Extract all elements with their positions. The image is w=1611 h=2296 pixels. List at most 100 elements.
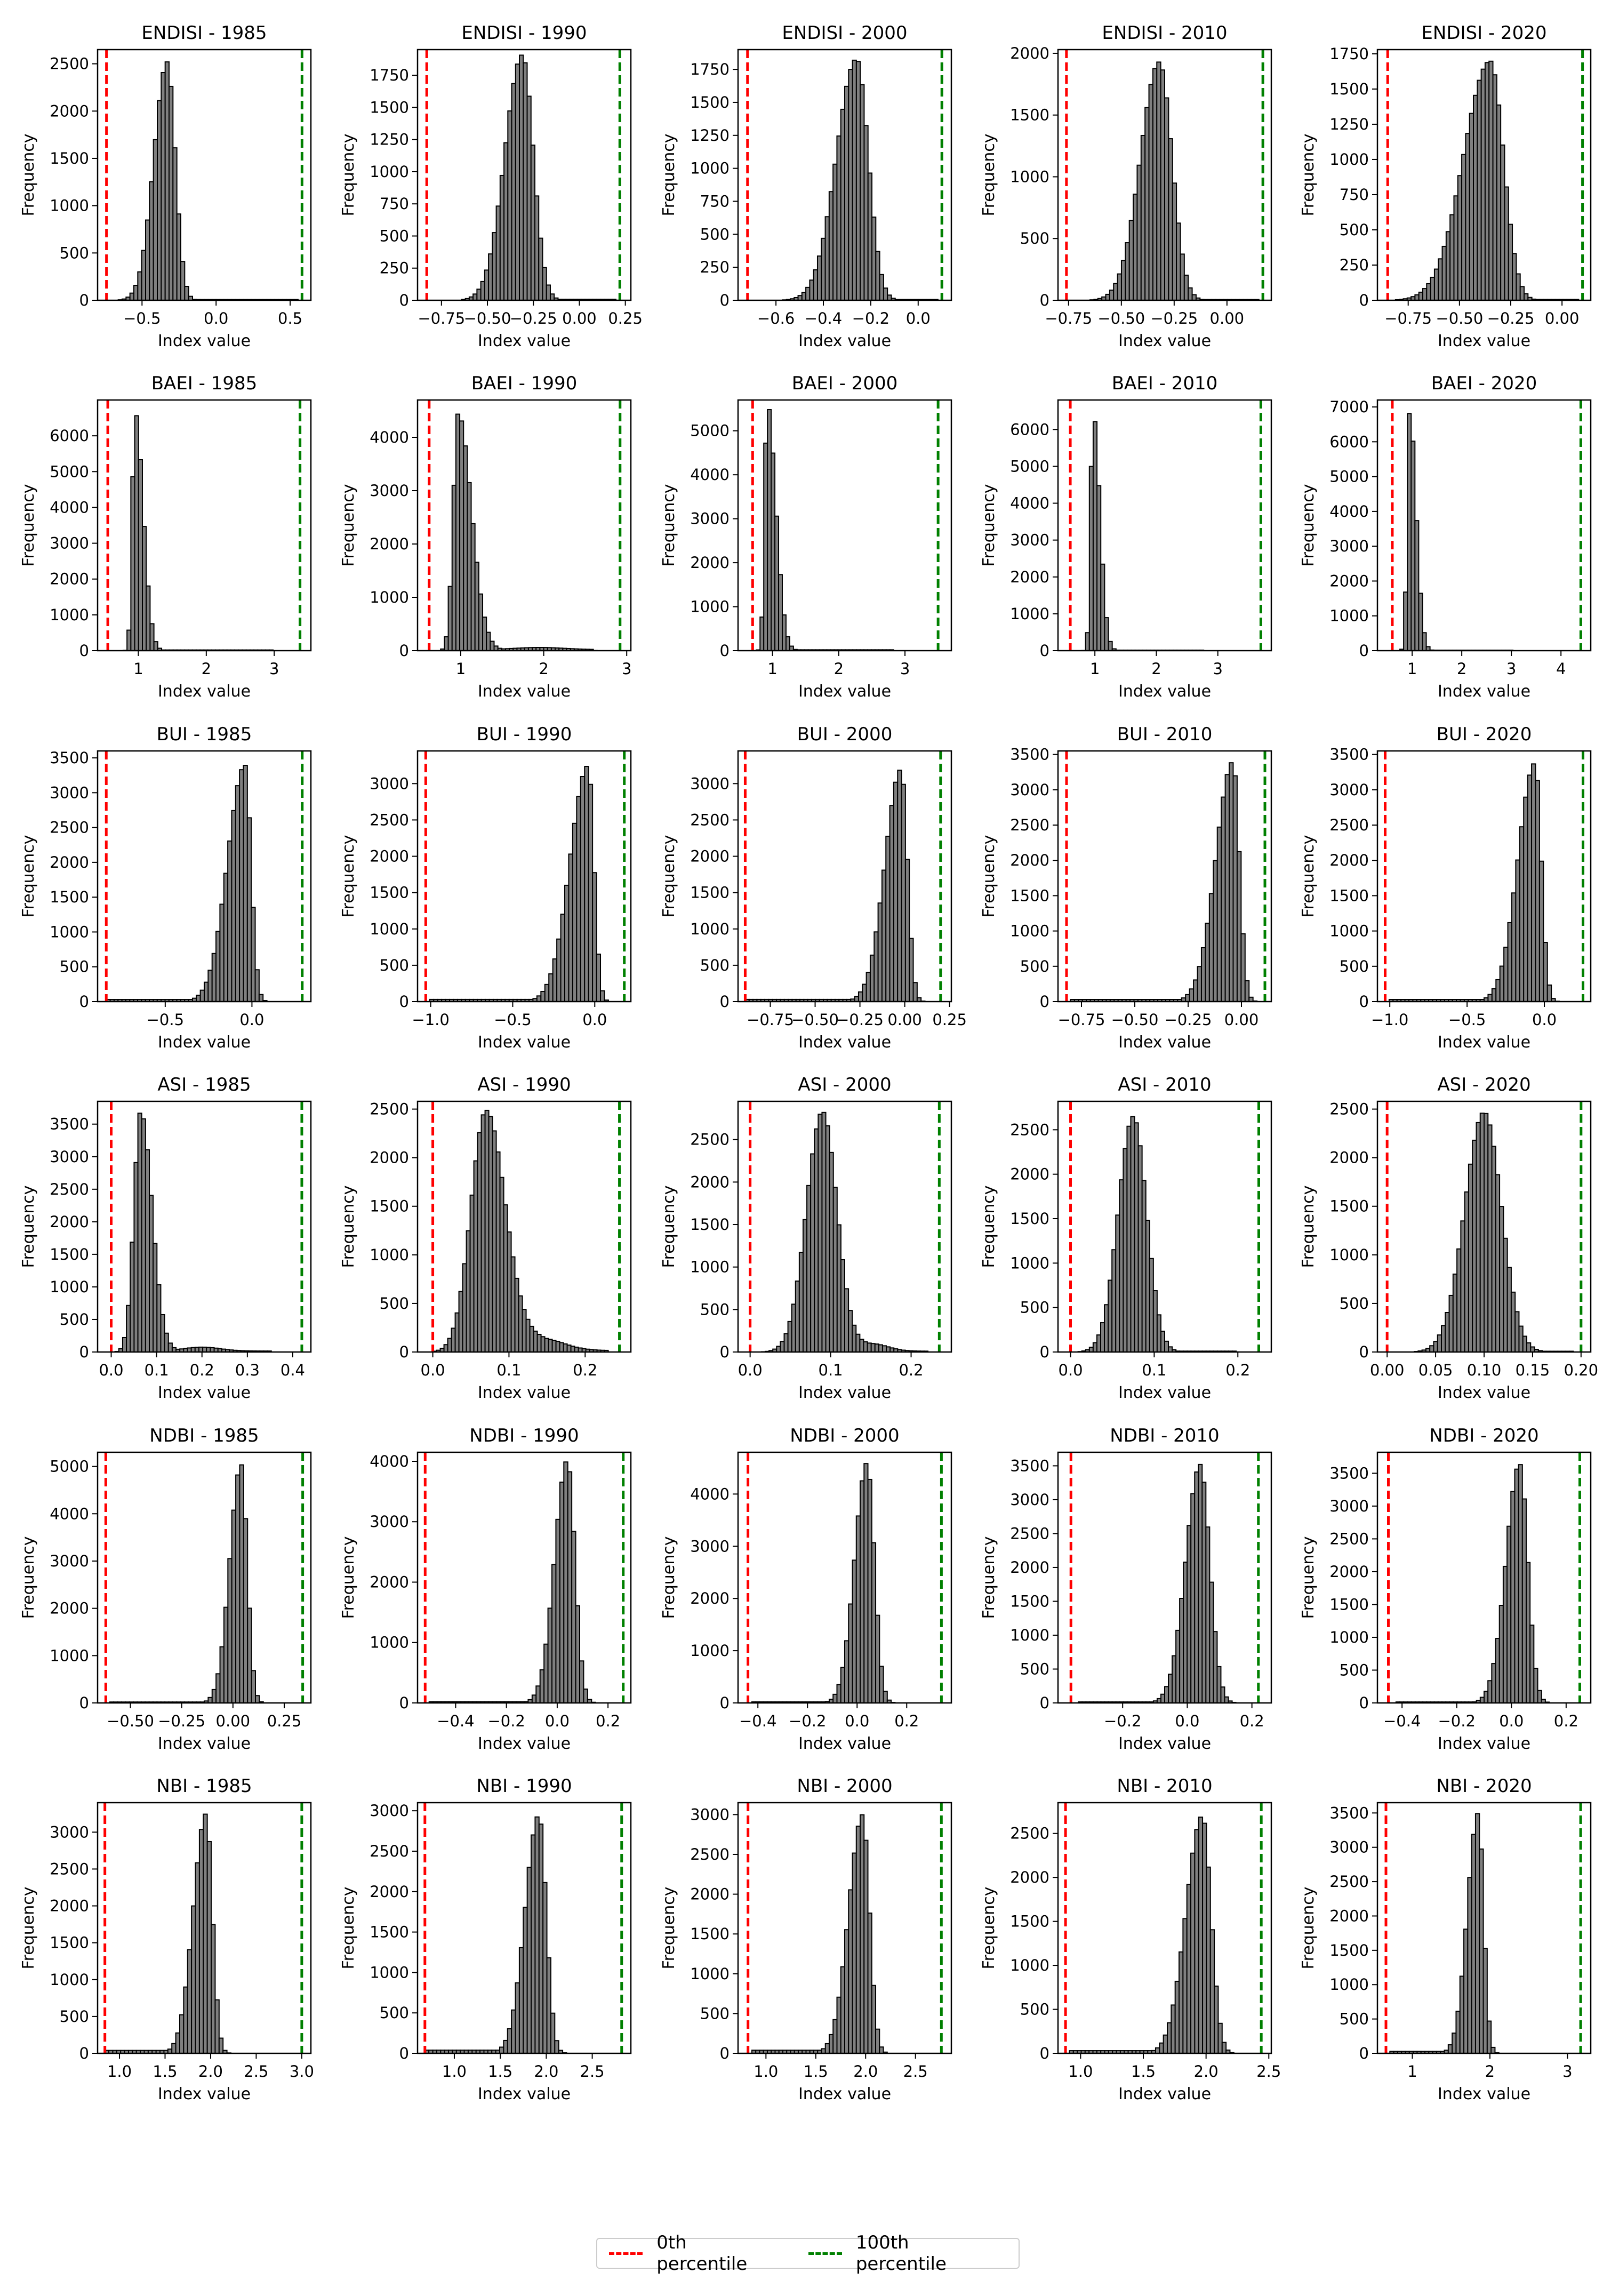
histogram-bar: [1471, 1834, 1476, 2054]
histogram-bar: [227, 1558, 233, 1703]
x-tick-label: 1.0: [107, 2062, 132, 2081]
panel-title: ENDISI - 1990: [461, 22, 587, 44]
histogram-bar: [555, 1518, 560, 1704]
histogram-bar: [789, 645, 794, 652]
panel-title: ASI - 1990: [477, 1074, 571, 1095]
histogram-bar: [564, 884, 570, 1002]
histogram-bar: [492, 1130, 497, 1353]
histogram-bar: [1452, 1273, 1458, 1353]
histogram-bar: [514, 1277, 519, 1353]
histogram-bar: [1115, 1214, 1120, 1353]
histogram-bar: [1488, 60, 1494, 301]
y-tick-label: 1000: [1010, 1956, 1049, 1974]
y-tick-label: 1500: [50, 888, 89, 906]
histogram-bar: [1220, 1686, 1225, 1704]
histogram-bar: [863, 1839, 869, 2054]
x-tick-label: 0.15: [1516, 1361, 1550, 1379]
x-tick-label: 0.25: [932, 1011, 967, 1029]
y-tick-label: 3000: [370, 482, 409, 500]
histogram-bar: [560, 914, 565, 1003]
histogram-bar: [503, 1204, 508, 1353]
histogram-bar: [887, 294, 892, 301]
x-tick-label: 2: [539, 660, 548, 678]
histogram-bar: [499, 2046, 504, 2054]
histogram-bar: [510, 1256, 516, 1353]
histogram-bar: [563, 1461, 568, 1704]
histogram-bar: [551, 1339, 557, 1353]
histogram-bar: [566, 1345, 572, 1353]
histogram-bar: [515, 1982, 520, 2054]
histogram-bar: [1213, 1631, 1218, 1704]
y-tick-label: 0: [720, 1694, 730, 1712]
histogram-bar: [1537, 1690, 1542, 1704]
plot-frame: [97, 49, 312, 301]
y-axis-label: Frequency: [660, 484, 678, 567]
histogram-bar: [814, 1128, 819, 1353]
y-tick-label: 2500: [370, 1842, 409, 1860]
x-tick-label: 0.00: [562, 309, 597, 327]
histogram-bar: [862, 983, 867, 1003]
x-tick-label: 0.00: [1370, 1361, 1405, 1379]
histogram-bar: [171, 2043, 177, 2054]
histogram-bar: [482, 617, 487, 651]
x-tick-label: 1.0: [1068, 2062, 1093, 2081]
histogram-bar: [881, 869, 887, 1002]
histogram-bar: [543, 1643, 549, 1703]
histogram-bar: [447, 586, 453, 652]
y-tick-label: 0: [399, 1343, 409, 1361]
histogram-bar: [1236, 851, 1242, 1002]
x-tick-label: 0.1: [819, 1361, 843, 1379]
y-tick-label: 1000: [50, 923, 89, 941]
x-tick-label: 1: [1090, 660, 1100, 678]
y-tick-label: 2500: [50, 1180, 89, 1198]
histogram-bar: [832, 2019, 838, 2054]
histogram-bar: [470, 523, 476, 651]
histogram-bar: [1503, 947, 1509, 1003]
plot-frame: [97, 1100, 312, 1353]
histogram-bar: [859, 1339, 864, 1353]
histogram-bar: [904, 859, 910, 1002]
x-tick-label: −0.50: [1436, 309, 1483, 327]
histogram-bar: [251, 1670, 257, 1704]
histogram-bar: [207, 970, 213, 1003]
histogram-bar: [1531, 763, 1536, 1003]
histogram-bar: [523, 62, 528, 301]
histogram-panel: −0.2 0.0 0.2 0 500 1000 1500 2000 2500 3000 3500 ND…: [980, 1425, 1272, 1753]
x-tick-label: 2.5: [580, 2062, 605, 2081]
histogram-bar: [832, 163, 838, 301]
histogram-bar: [568, 853, 573, 1002]
y-tick-label: 2500: [1010, 1524, 1049, 1542]
histogram-bar: [1105, 293, 1110, 301]
x-tick-label: 1.0: [754, 2062, 778, 2081]
histogram-bar: [1480, 68, 1486, 301]
histogram-bar: [576, 796, 581, 1003]
histogram-bar: [443, 1344, 448, 1353]
y-tick-label: 3000: [50, 534, 89, 553]
y-tick-label: 1500: [50, 1245, 89, 1263]
x-tick-label: 0.05: [1418, 1361, 1453, 1379]
panel-title: NBI - 1990: [476, 1775, 572, 1797]
y-tick-label: 2500: [690, 1845, 730, 1863]
histogram-bar: [473, 1160, 478, 1353]
x-tick-label: −0.2: [1104, 1712, 1141, 1730]
histogram-bar: [511, 83, 516, 301]
x-tick-label: 0.2: [1225, 1361, 1250, 1379]
histogram-bar: [211, 1689, 217, 1703]
histogram-bar: [1100, 1322, 1105, 1353]
y-tick-label: 2000: [50, 1213, 89, 1231]
y-tick-label: 1000: [690, 1965, 730, 1983]
x-tick-label: 0.2: [899, 1361, 923, 1379]
histogram-bar: [852, 59, 857, 301]
histogram-bar: [844, 85, 849, 301]
histogram-bar: [149, 181, 154, 301]
histogram-bar: [1100, 563, 1105, 651]
y-tick-label: 2000: [370, 1883, 409, 1901]
panel-title: BAEI - 1985: [151, 373, 258, 394]
y-tick-label: 1500: [1329, 886, 1369, 905]
histogram-bar: [1168, 1674, 1173, 1703]
histogram-bar: [1145, 1220, 1150, 1353]
histogram-bar: [463, 445, 468, 651]
y-tick-label: 2500: [1010, 1121, 1049, 1139]
panel-title: NDBI - 1985: [149, 1425, 259, 1446]
histogram-panel: 0.0 0.1 0.2 0 500 1000 1500 2000 2500 ASI - 1990 I…: [339, 1074, 632, 1402]
